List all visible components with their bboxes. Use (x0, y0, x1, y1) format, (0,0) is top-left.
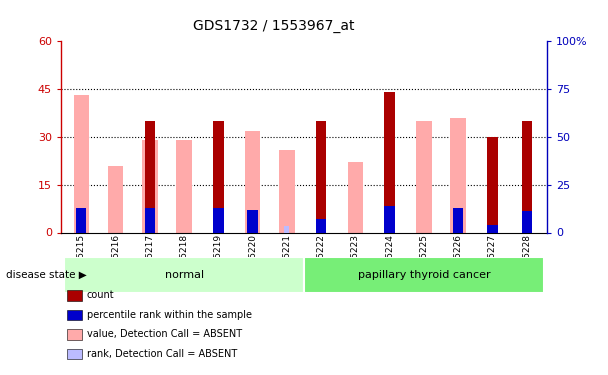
Text: percentile rank within the sample: percentile rank within the sample (87, 310, 252, 320)
Bar (279, 150, 295, 232)
Bar (384, 92, 395, 232)
Bar (316, 121, 326, 232)
Bar (108, 166, 123, 232)
Bar (348, 162, 363, 232)
Text: papillary thyroid cancer: papillary thyroid cancer (358, 270, 490, 280)
Bar (304, 257, 544, 292)
Bar (451, 118, 466, 232)
Text: normal: normal (165, 270, 204, 280)
Bar (487, 225, 497, 232)
Bar (213, 208, 224, 232)
Bar (145, 121, 155, 232)
Bar (247, 210, 258, 232)
Bar (522, 121, 532, 232)
Bar (245, 130, 260, 232)
Bar (176, 140, 192, 232)
Text: rank, Detection Call = ABSENT: rank, Detection Call = ABSENT (87, 349, 237, 359)
Bar (147, 220, 153, 232)
Bar (384, 206, 395, 232)
Bar (453, 208, 463, 232)
Bar (316, 219, 326, 232)
Bar (74, 96, 89, 232)
Text: count: count (87, 291, 114, 300)
Bar (142, 140, 157, 232)
Bar (213, 121, 224, 232)
Bar (416, 121, 432, 232)
Bar (487, 137, 497, 232)
Text: GDS1732 / 1553967_at: GDS1732 / 1553967_at (193, 19, 354, 33)
Text: disease state ▶: disease state ▶ (6, 270, 87, 280)
Bar (76, 208, 86, 232)
Bar (145, 208, 155, 232)
Bar (522, 211, 532, 232)
Bar (64, 257, 304, 292)
Text: value, Detection Call = ABSENT: value, Detection Call = ABSENT (87, 330, 242, 339)
Bar (285, 226, 289, 232)
